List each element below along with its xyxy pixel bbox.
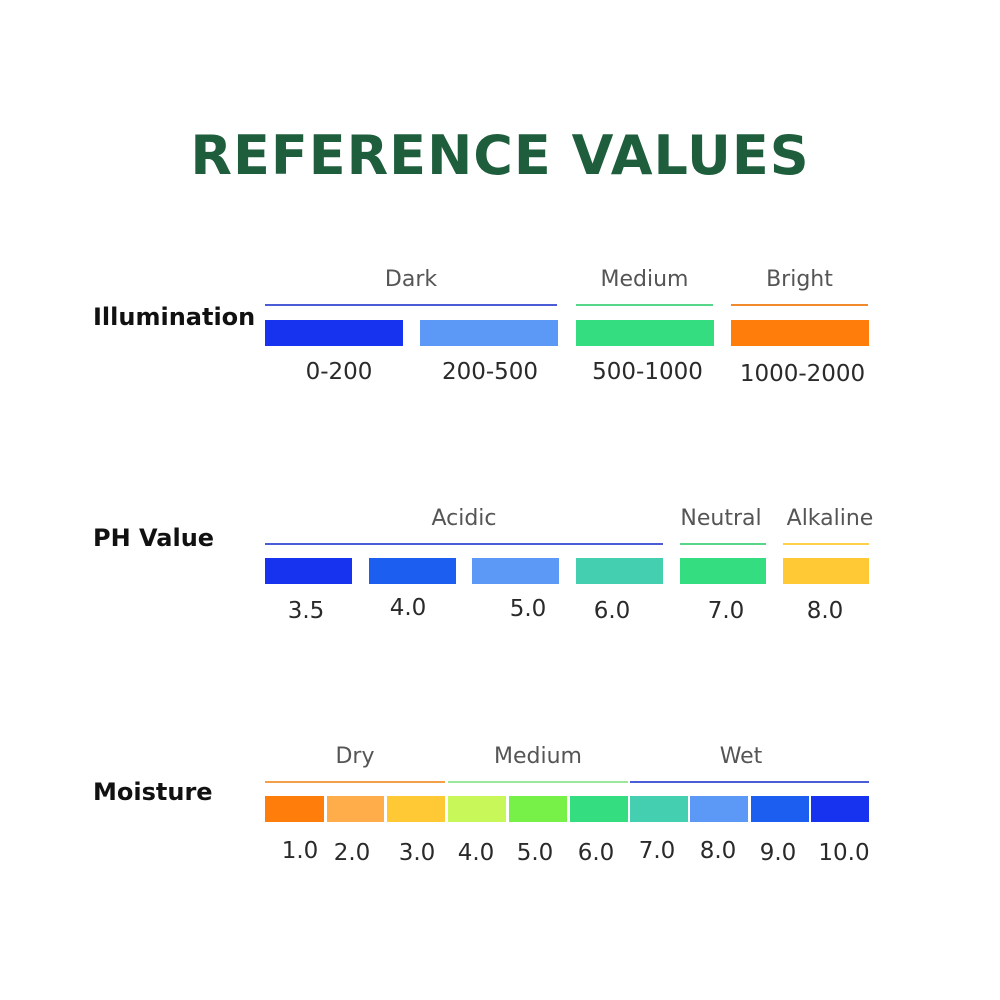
band-label-wet: Wet	[719, 744, 763, 769]
band-line-moisture-medium	[448, 781, 628, 783]
value-1000-2000: 1000-2000	[739, 361, 866, 387]
swatch-moisture-3-0	[387, 796, 445, 822]
swatch-ph-6-0	[576, 558, 663, 584]
swatch-moisture-2-0	[327, 796, 384, 822]
band-line-medium	[576, 304, 713, 306]
swatch-moisture-5-0	[509, 796, 567, 822]
value-ph-7-0: 7.0	[707, 598, 745, 624]
band-line-acidic	[265, 543, 663, 545]
band-label-alkaline: Alkaline	[786, 506, 874, 531]
band-label-moisture-medium: Medium	[494, 744, 582, 769]
value-ph-5-0: 5.0	[509, 596, 547, 622]
swatch-ph-5-0	[472, 558, 559, 584]
value-moisture-9-0: 9.0	[759, 840, 797, 866]
page-title: REFERENCE VALUES	[190, 124, 810, 187]
value-ph-6-0: 6.0	[593, 598, 631, 624]
band-line-alkaline	[783, 543, 869, 545]
swatch-200-500	[420, 320, 558, 346]
value-0-200: 0-200	[305, 359, 373, 385]
swatch-moisture-1-0	[265, 796, 324, 822]
ph-value-label: PH Value	[93, 524, 215, 552]
swatch-ph-4-0	[369, 558, 456, 584]
value-moisture-1-0: 1.0	[281, 838, 319, 864]
value-moisture-10-0: 10.0	[818, 840, 870, 866]
swatch-ph-7-0	[680, 558, 766, 584]
band-label-neutral: Neutral	[680, 506, 762, 531]
value-moisture-6-0: 6.0	[577, 840, 615, 866]
swatch-500-1000	[576, 320, 714, 346]
swatch-ph-3-5	[265, 558, 352, 584]
value-moisture-8-0: 8.0	[699, 838, 737, 864]
band-label-dark: Dark	[384, 267, 438, 292]
swatch-moisture-7-0	[630, 796, 688, 822]
swatch-moisture-10-0	[811, 796, 869, 822]
band-label-acidic: Acidic	[431, 506, 497, 531]
value-200-500: 200-500	[441, 359, 539, 385]
value-moisture-5-0: 5.0	[516, 840, 554, 866]
band-label-medium: Medium	[600, 267, 689, 292]
swatch-0-200	[265, 320, 403, 346]
band-line-wet	[630, 781, 869, 783]
swatch-ph-8-0	[783, 558, 869, 584]
moisture-label: Moisture	[93, 778, 213, 806]
band-line-dark	[265, 304, 557, 306]
band-line-bright	[731, 304, 868, 306]
swatch-moisture-8-0	[690, 796, 748, 822]
value-moisture-4-0: 4.0	[457, 840, 495, 866]
value-ph-3-5: 3.5	[287, 598, 325, 624]
swatch-moisture-6-0	[570, 796, 628, 822]
band-line-dry	[265, 781, 445, 783]
value-500-1000: 500-1000	[592, 359, 703, 385]
value-moisture-7-0: 7.0	[638, 838, 676, 864]
band-label-bright: Bright	[766, 267, 833, 292]
swatch-1000-2000	[731, 320, 869, 346]
swatch-moisture-4-0	[448, 796, 506, 822]
band-line-neutral	[680, 543, 766, 545]
swatch-moisture-9-0	[751, 796, 809, 822]
value-ph-8-0: 8.0	[806, 598, 844, 624]
illumination-label: Illumination	[93, 303, 256, 331]
value-moisture-3-0: 3.0	[398, 840, 436, 866]
band-label-dry: Dry	[335, 744, 375, 769]
value-ph-4-0: 4.0	[389, 595, 427, 621]
value-moisture-2-0: 2.0	[333, 840, 371, 866]
